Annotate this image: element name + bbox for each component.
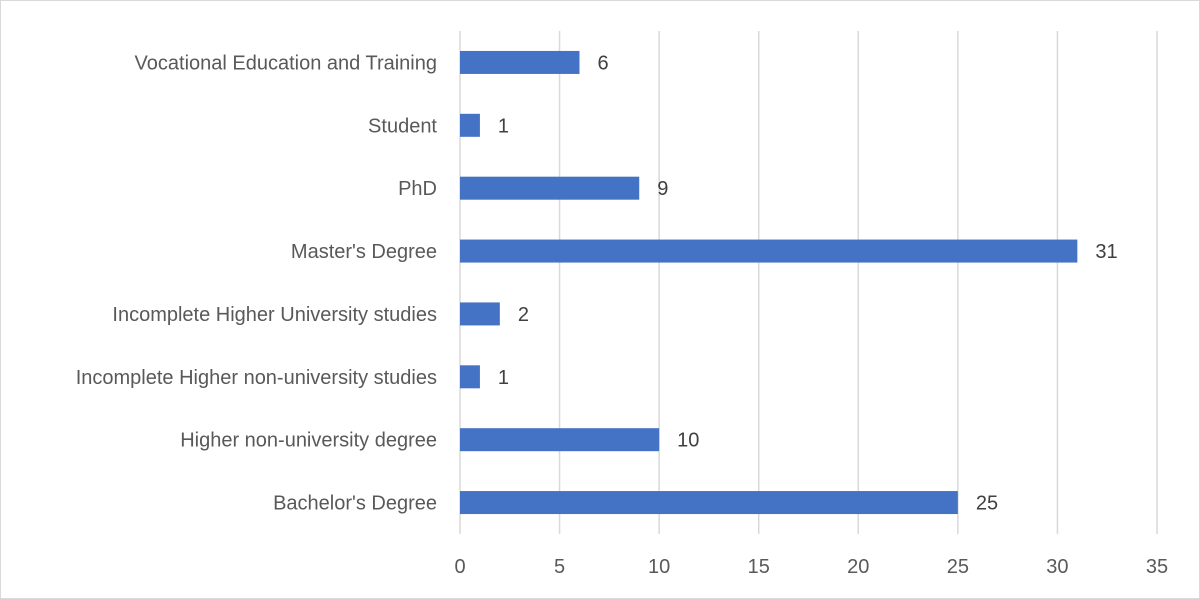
bar [460, 113, 480, 137]
x-tick-label: 5 [554, 556, 565, 578]
x-tick-label: 30 [1046, 556, 1068, 578]
bar [460, 176, 640, 200]
data-label: 25 [976, 493, 998, 515]
data-label: 1 [498, 367, 509, 389]
data-label: 1 [498, 115, 509, 137]
bar [460, 302, 500, 326]
x-tick-label: 20 [847, 556, 869, 578]
category-label: Student [368, 115, 437, 137]
data-label: 10 [677, 430, 699, 452]
category-label: Master's Degree [291, 241, 437, 263]
x-tick-label: 10 [648, 556, 670, 578]
x-tick-label: 15 [748, 556, 770, 578]
category-label: Bachelor's Degree [273, 493, 437, 515]
x-tick-label: 35 [1146, 556, 1168, 578]
x-tick-label: 0 [454, 556, 465, 578]
bar [460, 365, 480, 389]
bar [460, 239, 1078, 263]
category-label: Incomplete Higher non-university studies [76, 367, 437, 389]
category-label: Vocational Education and Training [135, 52, 437, 74]
category-label: PhD [398, 178, 437, 200]
bar [460, 50, 580, 74]
bar [460, 428, 660, 452]
category-label: Higher non-university degree [180, 430, 437, 452]
data-label: 6 [597, 52, 608, 74]
data-label: 9 [657, 178, 668, 200]
data-label: 2 [518, 304, 529, 326]
category-label: Incomplete Higher University studies [112, 304, 437, 326]
x-tick-label: 25 [947, 556, 969, 578]
data-label: 31 [1095, 241, 1117, 263]
bar [460, 491, 958, 515]
